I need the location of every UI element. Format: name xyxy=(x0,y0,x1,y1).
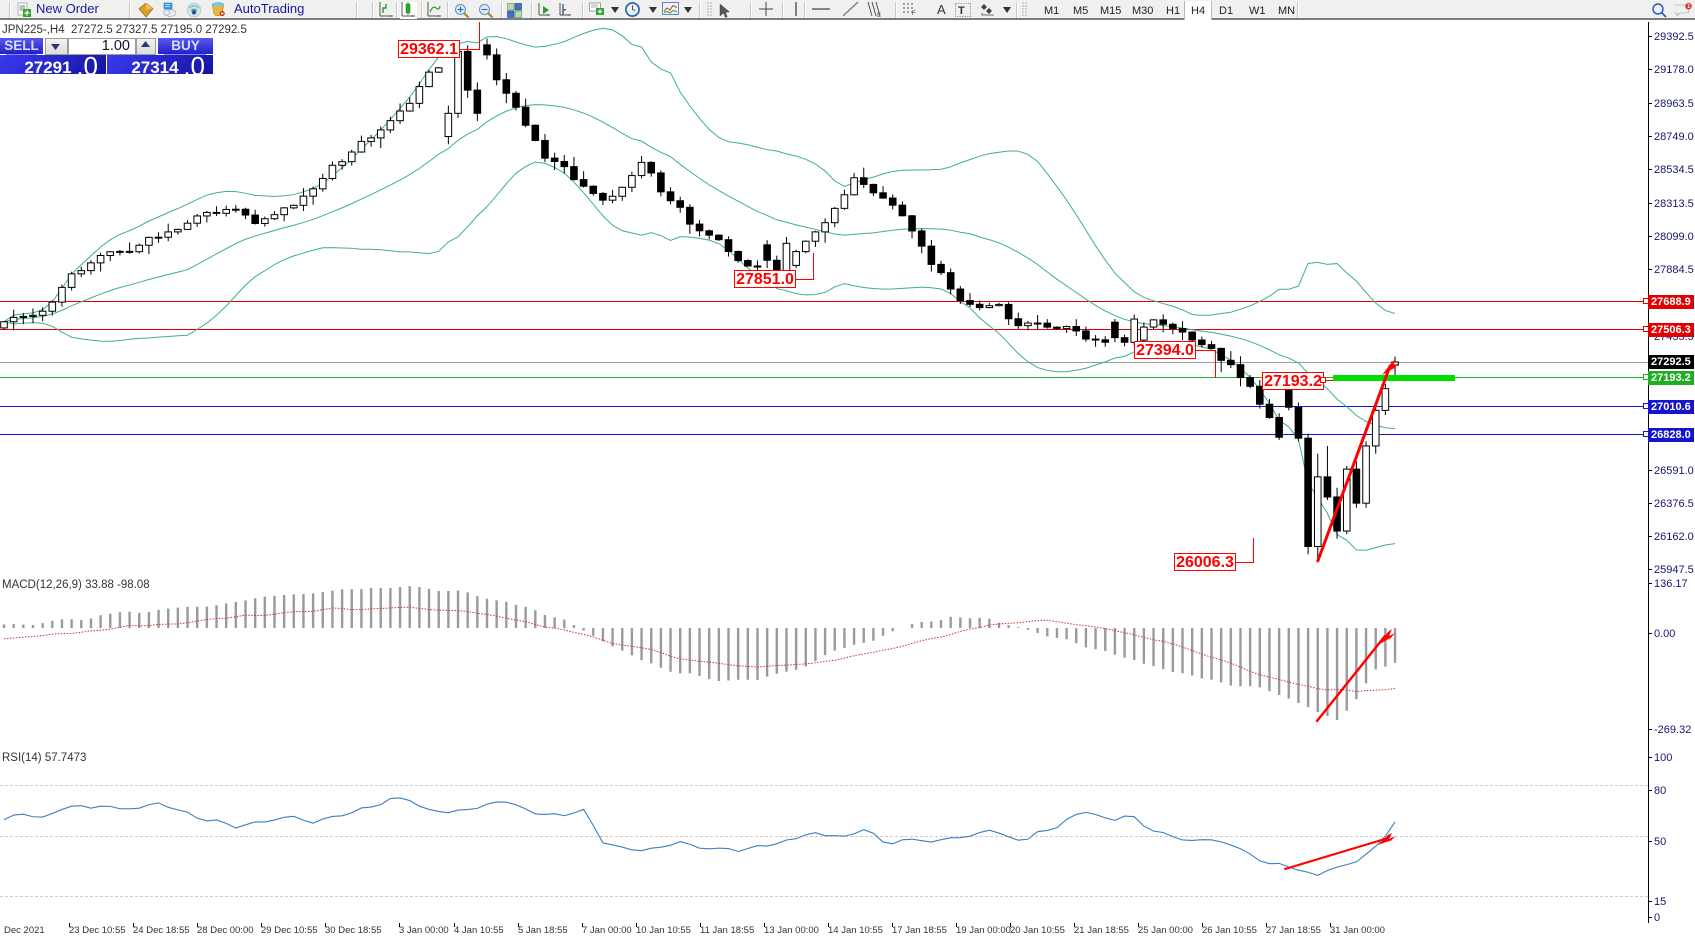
svg-text:1: 1 xyxy=(1687,4,1690,10)
svg-text:F: F xyxy=(912,11,916,15)
svg-text:T: T xyxy=(958,5,965,17)
svg-text:E: E xyxy=(877,13,881,18)
